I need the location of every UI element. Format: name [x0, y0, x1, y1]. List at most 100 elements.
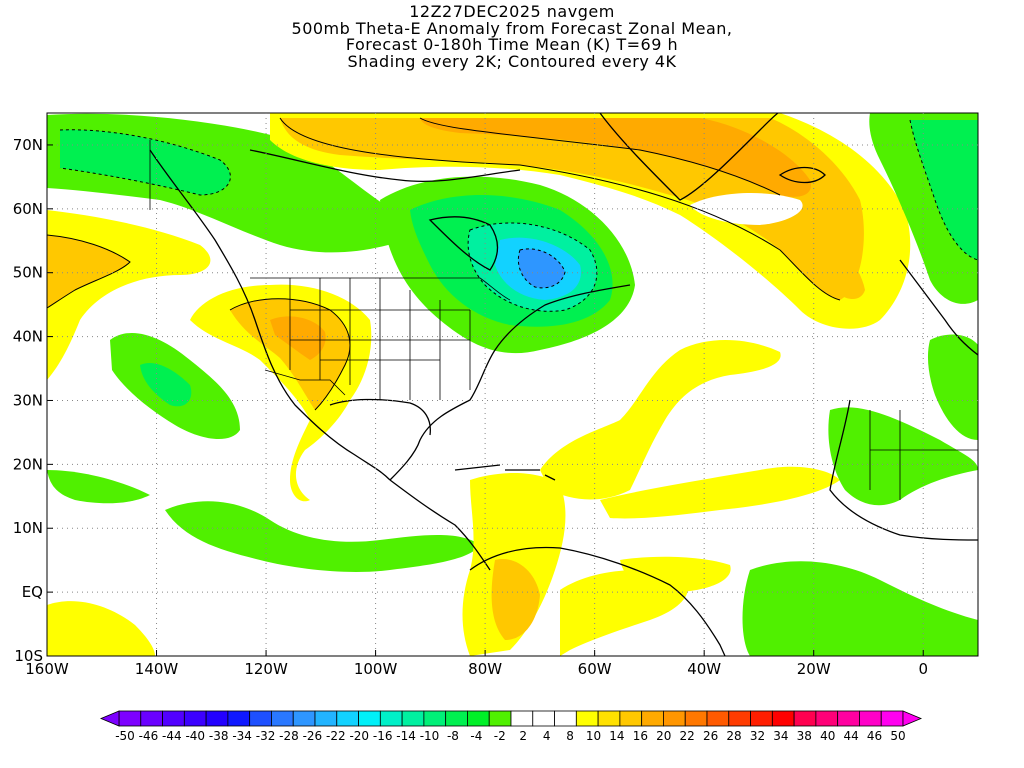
colorbar-swatch	[510, 710, 534, 727]
colorbar-label: 2	[519, 729, 527, 743]
shade-yellow-atlantic-ridge	[540, 340, 781, 500]
lon-tick-label: 40W	[687, 660, 721, 678]
lat-tick-label: 10N	[13, 519, 43, 537]
colorbar-label: -34	[232, 729, 252, 743]
colorbar-swatch	[401, 710, 425, 727]
colorbar-swatch	[815, 710, 839, 727]
colorbar-label: -50	[115, 729, 135, 743]
colorbar-swatch	[249, 710, 272, 727]
lon-tick-label: 20W	[797, 660, 831, 678]
colorbar-swatch	[423, 710, 447, 727]
shade-green-north-africa	[927, 334, 978, 440]
colorbar-swatch	[771, 710, 795, 727]
colorbar-swatch	[314, 710, 338, 727]
colorbar-label: -14	[396, 729, 416, 743]
shade-teal-subtropical-pacific	[140, 362, 192, 407]
coast-africa	[829, 399, 978, 541]
colorbar-swatch	[358, 710, 381, 727]
colorbar-swatch	[663, 710, 686, 727]
political-borders	[149, 140, 978, 500]
coast-north-america-west	[149, 149, 391, 481]
graticule	[47, 113, 978, 656]
lon-tick-label: 120W	[244, 660, 288, 678]
colorbar-swatch	[292, 710, 316, 727]
coast-europe	[899, 259, 978, 356]
colorbar-label: 4	[543, 729, 551, 743]
colorbar-swatch	[336, 710, 359, 727]
shade-green-africa	[828, 407, 978, 506]
colorbar-label: -38	[209, 729, 229, 743]
colorbar-label: -44	[162, 729, 182, 743]
colorbar-swatch	[619, 710, 643, 727]
contour-pos-arctic	[279, 117, 841, 301]
map-frame	[46, 112, 979, 657]
shade-orange-arctic	[420, 118, 811, 197]
coast-central-america	[389, 479, 491, 571]
colorbar-swatch	[859, 710, 882, 727]
map-field	[47, 113, 978, 656]
colorbar-swatch	[575, 710, 599, 727]
contour-neg-pacific	[59, 129, 231, 196]
colorbar-swatch	[445, 710, 468, 727]
colorbar-swatch	[880, 710, 904, 727]
shade-yellow-southwest	[47, 601, 155, 656]
colorbar: -50 -46 -44 -40 -38 -34 -32 -28 -26 -22 -20 -16 -14-…	[99, 710, 923, 743]
border-us-states	[289, 278, 471, 400]
colorbar-label: -40	[185, 729, 205, 743]
shade-blue-canada	[518, 248, 565, 288]
colorbar-label: 10	[586, 729, 601, 743]
shade-yellow-atlantic-branch	[600, 466, 840, 519]
colorbar-swatch	[183, 710, 207, 727]
colorbar-label: -20	[349, 729, 369, 743]
shade-orange-eastatlantic	[818, 235, 865, 300]
colorbar-label: 8	[566, 729, 574, 743]
colorbar-label: 44	[844, 729, 859, 743]
colorbar-label: 40	[820, 729, 835, 743]
colorbar-label: -2	[494, 729, 506, 743]
coast-iceland	[778, 166, 826, 184]
colorbar-label: -10	[420, 729, 440, 743]
contour-pos-arctic-inner	[419, 117, 781, 196]
colorbar-label: -28	[279, 729, 299, 743]
contour-neg-canada-1	[467, 222, 598, 312]
colorbar-swatch	[597, 710, 621, 727]
contour-pos-westpacific	[47, 234, 131, 309]
lon-tick-label: 80W	[468, 660, 502, 678]
shade-green-pacific-core	[60, 129, 231, 195]
map-title: 12Z27DEC2025 navgem 500mb Theta-E Anomal…	[0, 2, 1024, 70]
shade-orange-swus	[270, 316, 326, 360]
colorbar-swatch	[488, 710, 512, 727]
colorbar-swatch	[750, 710, 773, 727]
colorbar-swatch	[379, 710, 403, 727]
lat-tick-label: 60N	[13, 200, 43, 218]
title-line-run: 12Z27DEC2025 navgem	[409, 2, 615, 21]
lat-tick-label: 20N	[13, 455, 43, 473]
colorbar-swatch	[532, 710, 555, 727]
colorbar-low-arrow	[99, 710, 120, 727]
colorbar-label: -4	[470, 729, 482, 743]
contour-pos-swus	[229, 298, 351, 411]
coastlines	[149, 113, 978, 656]
anomaly-contours	[47, 117, 978, 411]
coast-hudson-bay	[428, 216, 499, 271]
lon-tick-label: 0	[918, 660, 928, 678]
colorbar-swatch	[140, 710, 163, 727]
shade-gold-southamerica	[491, 559, 540, 640]
colorbar-swatch	[837, 710, 860, 727]
colorbar-swatch	[554, 710, 577, 727]
shade-teal-northeast	[910, 120, 978, 260]
contour-neg-canada-2	[517, 248, 566, 289]
border-us-mexico	[264, 369, 346, 396]
colorbar-label: 50	[890, 729, 905, 743]
colorbar-label: 14	[609, 729, 624, 743]
coast-south-america	[469, 546, 726, 656]
colorbar-label: -32	[256, 729, 276, 743]
colorbar-label: 46	[867, 729, 882, 743]
contour-neg-northeast	[909, 119, 978, 261]
shade-green-gulf-guinea	[742, 561, 978, 656]
colorbar-swatch	[271, 710, 294, 727]
lon-tick-label: 100W	[354, 660, 398, 678]
lon-tick-label: 140W	[135, 660, 179, 678]
lon-tick-label: 160W	[25, 660, 69, 678]
